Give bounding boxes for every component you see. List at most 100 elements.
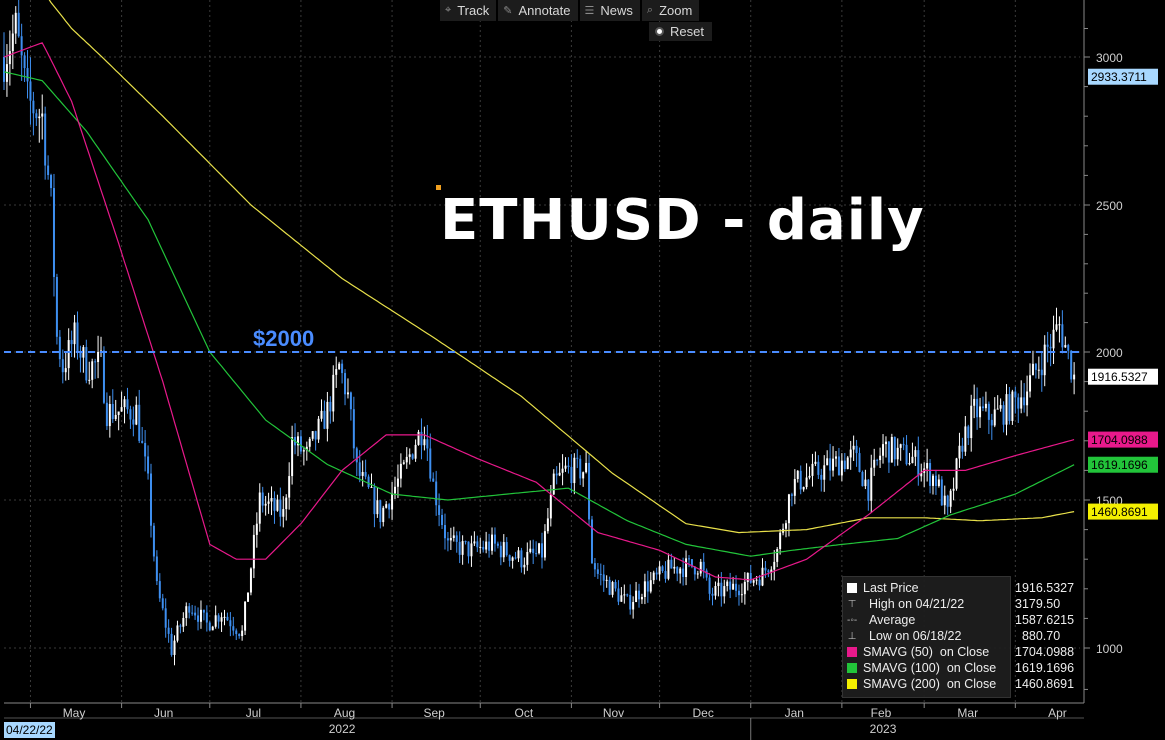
candle-body xyxy=(508,555,511,561)
candle-body xyxy=(1067,345,1070,351)
reset-button[interactable]: Reset xyxy=(649,22,712,41)
candle-body xyxy=(611,582,614,595)
candle-body xyxy=(199,609,202,622)
candle-body xyxy=(411,454,414,459)
x-tick-label: Oct xyxy=(514,706,533,720)
candle-body xyxy=(64,368,67,373)
candle-body xyxy=(908,463,911,465)
candle-body xyxy=(88,379,91,381)
badge-background xyxy=(1088,68,1158,85)
candle-body xyxy=(714,586,717,596)
candle-body xyxy=(740,594,743,596)
sma-100-line xyxy=(3,71,1075,557)
candle-body xyxy=(746,572,749,582)
candle-body xyxy=(664,570,667,579)
crosshair-icon: ⌖ xyxy=(445,4,452,16)
legend-value: 1460.8691 xyxy=(1015,677,1075,691)
candle-body xyxy=(937,479,940,487)
chart-title: ETHUSD - daily xyxy=(440,188,925,253)
candle-body xyxy=(135,404,138,425)
candle-body xyxy=(499,545,502,558)
candle-body xyxy=(696,573,699,575)
candle-body xyxy=(758,579,761,586)
candle-body xyxy=(161,598,164,609)
moving-average-series xyxy=(3,0,1075,581)
candle-body xyxy=(194,612,197,616)
average-marker-icon: -◦- xyxy=(847,614,858,626)
x-axis: May Jun Jul Aug Sep Oct Nov Dec Jan Feb Mar Apr 2022… xyxy=(4,702,1084,740)
candle-body xyxy=(252,534,255,569)
candle-body xyxy=(996,408,999,410)
candle-body xyxy=(149,473,152,526)
candle-body xyxy=(55,276,58,337)
candle-body xyxy=(535,553,538,555)
candle-body xyxy=(285,497,288,510)
candle-body xyxy=(767,570,770,573)
candle-body xyxy=(97,351,100,363)
candle-body xyxy=(414,444,417,459)
candle-body xyxy=(405,456,408,463)
candle-body xyxy=(338,363,341,370)
zoom-button[interactable]: ⌕ Zoom xyxy=(641,0,700,21)
candle-body xyxy=(599,573,602,575)
candle-body xyxy=(596,569,599,574)
candle-body xyxy=(261,492,264,506)
candle-body xyxy=(905,444,908,465)
candle-body xyxy=(91,361,94,380)
news-button[interactable]: ☰ News xyxy=(579,0,640,21)
candle-body xyxy=(3,57,5,82)
candle-body xyxy=(914,450,917,457)
annotate-button[interactable]: ✎ Annotate xyxy=(498,0,578,21)
candle-body xyxy=(47,165,50,176)
candle-body xyxy=(105,402,108,427)
candle-body xyxy=(620,595,623,602)
candle-body xyxy=(8,51,11,65)
track-button[interactable]: ⌖ Track xyxy=(440,0,497,21)
candle-body xyxy=(899,444,902,448)
candle-body xyxy=(934,475,937,487)
candle-body xyxy=(488,541,491,551)
candle-body xyxy=(867,479,870,501)
candle-body xyxy=(676,566,679,574)
candle-body xyxy=(426,439,429,449)
candle-body xyxy=(658,566,661,575)
candle-body xyxy=(35,113,38,119)
candle-body xyxy=(555,473,558,476)
reference-line-label: $2000 xyxy=(253,326,314,351)
x-tick-label: Jul xyxy=(246,706,261,720)
candle-body xyxy=(855,445,858,454)
candle-body xyxy=(582,472,585,479)
badge-background xyxy=(1088,503,1158,520)
y-tick-label: 3000 xyxy=(1096,51,1123,65)
candle-body xyxy=(423,439,426,446)
candle-body xyxy=(967,426,970,439)
candle-body xyxy=(117,411,120,415)
candle-body xyxy=(617,588,620,602)
x-tick-label: Feb xyxy=(871,706,892,720)
candle-body xyxy=(493,534,496,544)
candle-body xyxy=(229,620,232,627)
candle-body xyxy=(182,618,185,627)
badge-value: 1916.5327 xyxy=(1091,370,1148,384)
track-label: Track xyxy=(457,3,490,18)
candle-body xyxy=(870,467,873,501)
legend-value: 1587.6215 xyxy=(1015,613,1075,627)
candle-body xyxy=(993,409,996,426)
axis-value-badge: 1916.5327 xyxy=(1088,368,1158,385)
x-tick-label: Jun xyxy=(154,706,173,720)
candle-body xyxy=(94,361,97,363)
candle-body xyxy=(958,445,961,459)
candle-body xyxy=(108,404,111,427)
candle-body xyxy=(940,479,943,506)
candle-body xyxy=(158,581,161,599)
candle-body xyxy=(687,558,690,560)
year-label: 2022 xyxy=(329,722,356,736)
badge-background xyxy=(1088,368,1158,385)
candle-body xyxy=(302,450,305,452)
candle-body xyxy=(649,580,652,592)
candle-body xyxy=(987,403,990,420)
candle-body xyxy=(264,503,267,506)
candle-body xyxy=(123,399,126,408)
candle-body xyxy=(170,633,173,655)
